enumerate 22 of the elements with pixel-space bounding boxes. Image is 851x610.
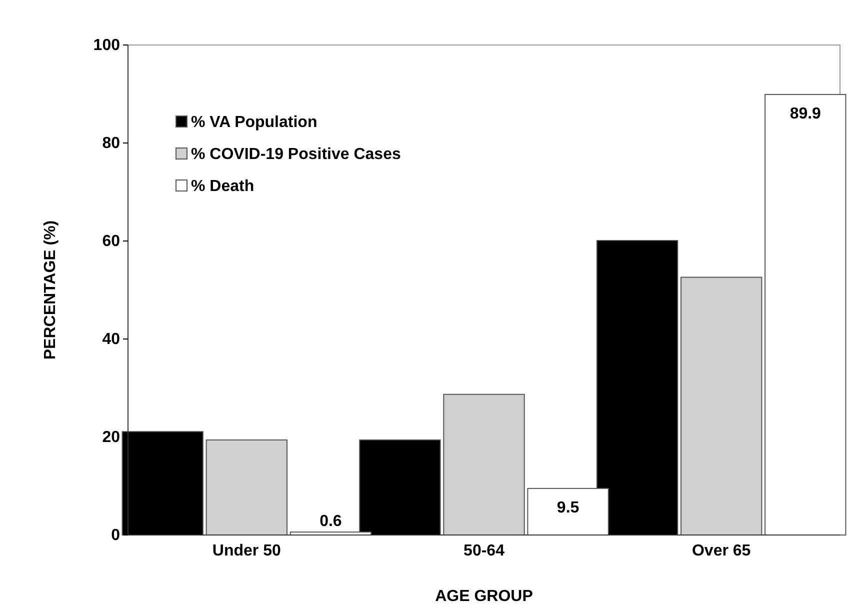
data-label: 0.6 <box>320 513 342 530</box>
y-axis-title: PERCENTAGE (%) <box>42 220 59 360</box>
data-label: 89.9 <box>790 105 822 122</box>
x-tick-label: Under 50 <box>212 542 282 560</box>
y-tick-label: 20 <box>102 429 120 446</box>
y-tick-label: 40 <box>102 331 120 348</box>
bar <box>680 276 762 536</box>
legend-label: % VA Population <box>191 114 318 131</box>
data-label: 9.5 <box>556 499 580 516</box>
bar <box>443 394 525 536</box>
bar <box>122 431 204 536</box>
y-tick-label: 100 <box>93 37 120 54</box>
x-tick-label: 50-64 <box>464 542 505 560</box>
legend-label: % Death <box>191 178 254 195</box>
bar <box>206 439 288 536</box>
y-tick-label: 0 <box>111 527 120 544</box>
bar <box>764 94 846 536</box>
y-tick-label: 60 <box>102 233 120 250</box>
legend-label: % COVID-19 Positive Cases <box>191 146 401 163</box>
x-axis-title: AGE GROUP <box>435 588 534 605</box>
x-tick-label: Over 65 <box>692 542 751 560</box>
y-tick-label: 80 <box>102 135 120 152</box>
